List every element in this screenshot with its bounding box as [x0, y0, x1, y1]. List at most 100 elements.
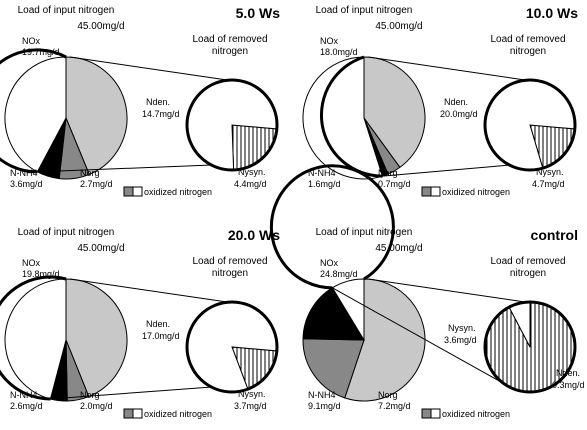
value-label-nox: 24.8mg/d [320, 269, 358, 279]
input-load-total: 45.00mg/d [77, 21, 124, 32]
panel-title: 5.0 Ws [236, 5, 281, 21]
input-load-title: Load of input nitrogen [316, 227, 413, 238]
removed-load-title-line2: nitrogen [510, 268, 546, 279]
removed-load-title-line2: nitrogen [212, 268, 248, 279]
removed-pie-outline [483, 300, 577, 394]
connector-line-top [69, 56, 228, 81]
input-slice-nox [344, 278, 426, 402]
panel-1: Load of input nitrogen 45.00mg/d 10.0 Ws Lo… [302, 5, 578, 197]
legend-label: oxidized nitrogen [442, 409, 510, 419]
input-slice-removed [302, 56, 384, 180]
value-label-norg: 7.2mg/d [378, 401, 411, 411]
value-label-nox: 19.7mg/d [22, 47, 60, 57]
input-pie-outline [0, 48, 67, 174]
label-removed-nden-: Nden. [444, 97, 468, 107]
connector-line-bottom [50, 386, 213, 400]
legend-label: oxidized nitrogen [144, 409, 212, 419]
removed-pie-outline [483, 78, 577, 172]
connector-line-bottom [382, 164, 511, 177]
panel-title: 10.0 Ws [526, 5, 578, 21]
label-removed-nden-: Nden. [556, 368, 580, 378]
input-slice-n-nh4 [302, 338, 365, 399]
label-removed-nysyn-: Nysyn. [238, 389, 266, 399]
label-nox: NOx [320, 258, 339, 268]
label-norg: Norg [80, 390, 100, 400]
panel-title: control [531, 227, 578, 243]
input-slice-nox [65, 56, 128, 176]
value-label-nox: 19.8mg/d [22, 269, 60, 279]
removed-pie-outline [185, 78, 279, 172]
legend-swatch-white [430, 408, 441, 419]
label-nox: NOx [22, 36, 41, 46]
connector-line-bottom [332, 287, 511, 388]
input-slice-removed [4, 278, 67, 400]
legend-swatch-gray [421, 408, 432, 419]
input-load-total: 45.00mg/d [375, 21, 422, 32]
value-label-n-nh4: 2.6mg/d [10, 401, 43, 411]
value-label-removed-nysyn-: 3.6mg/d [444, 335, 477, 345]
removed-pie-outline [185, 300, 279, 394]
label-n-nh4: N-NH4 [10, 390, 38, 400]
input-slice-nox [363, 56, 426, 169]
value-label-removed-nysyn-: 4.7mg/d [532, 179, 565, 189]
value-label-nox: 18.0mg/d [320, 47, 358, 57]
panel-2: Load of input nitrogen 45.00mg/d 20.0 Ws Lo… [0, 227, 280, 419]
value-label-removed-nysyn-: 3.7mg/d [234, 401, 267, 411]
removed-load-title: Load of removed [490, 256, 565, 267]
value-label-removed-nden-: 20.0mg/d [440, 109, 478, 119]
label-removed-nysyn-: Nysyn. [448, 323, 476, 333]
removed-load-title-line2: nitrogen [212, 46, 248, 57]
label-nox: NOx [320, 36, 339, 46]
value-label-norg: 2.7mg/d [80, 179, 113, 189]
value-label-removed-nden-: 14.7mg/d [142, 109, 180, 119]
input-load-total: 45.00mg/d [77, 243, 124, 254]
connector-line-bottom [37, 164, 213, 173]
legend-swatch-white [430, 186, 441, 197]
legend-swatch-white [132, 408, 143, 419]
label-removed-nden-: Nden. [146, 97, 170, 107]
panel-3: Load of input nitrogen 45.00mg/d control Lo… [269, 164, 585, 419]
value-label-n-nh4: 9.1mg/d [308, 401, 341, 411]
removed-load-title: Load of removed [192, 256, 267, 267]
input-load-title: Load of input nitrogen [18, 227, 115, 238]
legend: oxidized nitrogen [123, 186, 212, 197]
removed-load-title: Load of removed [490, 34, 565, 45]
label-n-nh4: N-NH4 [308, 390, 336, 400]
input-pie-outline [269, 164, 395, 290]
connector-line-top [367, 278, 526, 303]
connector-line-top [367, 56, 526, 81]
value-label-n-nh4: 3.6mg/d [10, 179, 43, 189]
panel-title: 20.0 Ws [228, 227, 280, 243]
label-removed-nden-: Nden. [146, 319, 170, 329]
value-label-norg: 2.0mg/d [80, 401, 113, 411]
panel-0: Load of input nitrogen 45.00mg/d 5.0 Ws Loa… [0, 5, 280, 197]
value-label-norg: 0.7mg/d [378, 179, 411, 189]
removed-load-title-line2: nitrogen [510, 46, 546, 57]
removed-load-title: Load of removed [192, 34, 267, 45]
value-label-removed-nden-: 17.0mg/d [142, 331, 180, 341]
legend-label: oxidized nitrogen [144, 187, 212, 197]
legend: oxidized nitrogen [123, 408, 212, 419]
legend: oxidized nitrogen [421, 186, 510, 197]
input-load-title: Load of input nitrogen [316, 5, 413, 16]
label-n-nh4: N-NH4 [10, 168, 38, 178]
label-norg: Norg [378, 168, 398, 178]
value-label-n-nh4: 1.6mg/d [308, 179, 341, 189]
value-label-removed-nden-: 0.3mg/d [552, 380, 585, 390]
legend: oxidized nitrogen [421, 408, 510, 419]
input-pie-outline [0, 275, 67, 401]
label-norg: Norg [378, 390, 398, 400]
label-removed-nysyn-: Nysyn. [536, 167, 564, 177]
input-slice-removed [4, 56, 67, 173]
value-label-removed-nysyn-: 4.4mg/d [234, 179, 267, 189]
legend-label: oxidized nitrogen [442, 187, 510, 197]
input-load-total: 45.00mg/d [375, 243, 422, 254]
legend-swatch-gray [421, 186, 432, 197]
label-n-nh4: N-NH4 [308, 168, 336, 178]
label-norg: Norg [80, 168, 100, 178]
input-load-title: Load of input nitrogen [18, 5, 115, 16]
input-slice-nox [65, 278, 128, 398]
legend-swatch-gray [123, 186, 134, 197]
label-nox: NOx [22, 258, 41, 268]
